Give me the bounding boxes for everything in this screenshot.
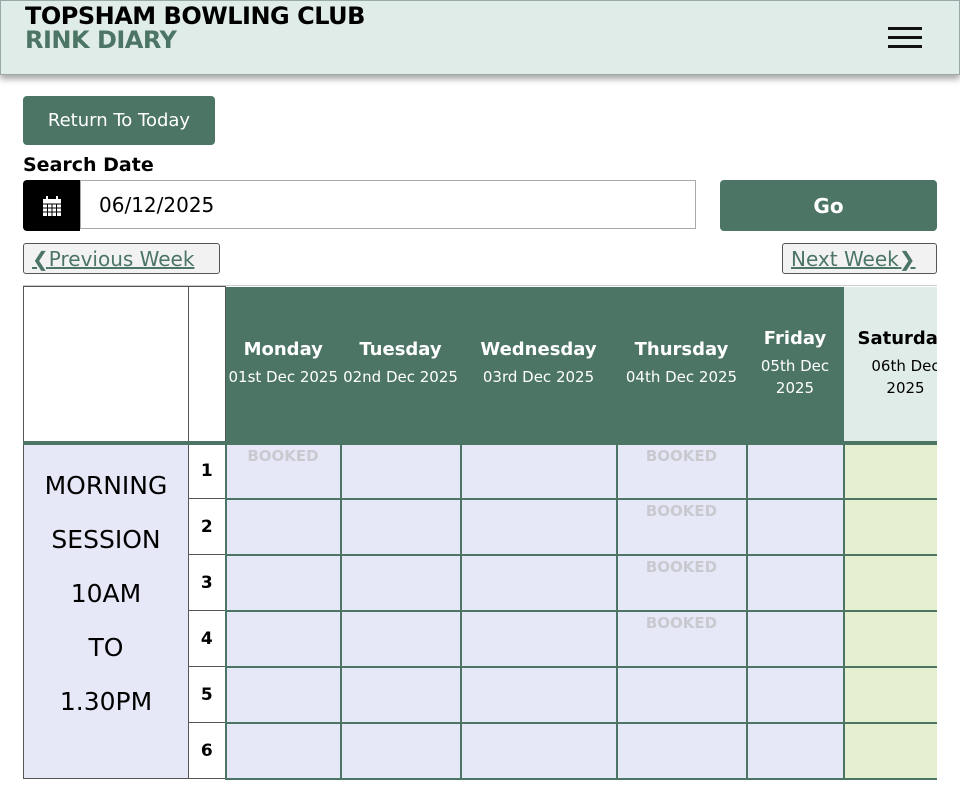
free-slot[interactable] — [459, 497, 618, 556]
rink-number: 4 — [188, 610, 226, 667]
chevron-right-icon: ❯ — [898, 246, 916, 271]
rink-diary-grid: Monday 01st Dec 2025 Tuesday 02nd Dec 2025… — [23, 285, 937, 786]
rink-number: 6 — [188, 722, 226, 779]
return-to-today-button[interactable]: Return To Today — [23, 96, 215, 145]
day-header-tuesday[interactable]: Tuesday 02nd Dec 2025 — [340, 286, 461, 443]
rink-number: 5 — [188, 666, 226, 723]
rink-number: 1 — [188, 442, 226, 499]
free-slot[interactable] — [842, 665, 937, 724]
free-slot[interactable] — [224, 497, 342, 556]
rink-number: 3 — [188, 554, 226, 611]
day-header-monday[interactable]: Monday 01st Dec 2025 — [225, 286, 341, 443]
corner-cell — [23, 286, 189, 443]
free-slot[interactable] — [745, 553, 845, 612]
rink-row: 2 BOOKED — [24, 497, 937, 556]
day-header-friday[interactable]: Friday 05th Dec 2025 — [746, 286, 844, 443]
page-subtitle: RINK DIARY — [25, 26, 177, 54]
booked-slot[interactable]: BOOKED — [615, 497, 748, 556]
free-slot[interactable] — [745, 721, 845, 780]
booked-slot[interactable]: BOOKED — [615, 441, 748, 500]
free-slot[interactable] — [459, 721, 618, 780]
rink-number: 2 — [188, 498, 226, 555]
free-slot[interactable] — [842, 553, 937, 612]
free-slot[interactable] — [224, 665, 342, 724]
next-week-button[interactable]: Next Week ❯ — [782, 243, 937, 274]
hamburger-menu-icon[interactable] — [888, 27, 922, 49]
chevron-left-icon: ❮ — [32, 246, 49, 271]
free-slot[interactable] — [339, 441, 462, 500]
previous-week-button[interactable]: ❮ Previous Week — [23, 243, 220, 274]
free-slot[interactable] — [615, 721, 748, 780]
search-date-input[interactable]: 06/12/2025 — [80, 180, 696, 229]
club-title: TOPSHAM BOWLING CLUB — [25, 2, 365, 30]
free-slot[interactable] — [459, 665, 618, 724]
rink-row: 4 BOOKED — [24, 609, 937, 668]
free-slot[interactable] — [842, 721, 937, 780]
free-slot[interactable] — [459, 609, 618, 668]
booked-slot[interactable]: BOOKED — [615, 609, 748, 668]
free-slot[interactable] — [745, 497, 845, 556]
free-slot[interactable] — [842, 441, 937, 500]
site-header: TOPSHAM BOWLING CLUB RINK DIARY — [0, 0, 960, 75]
search-date-label: Search Date — [23, 154, 154, 176]
free-slot[interactable] — [224, 721, 342, 780]
free-slot[interactable] — [339, 609, 462, 668]
day-header-thursday[interactable]: Thursday 04th Dec 2025 — [616, 286, 747, 443]
free-slot[interactable] — [459, 441, 618, 500]
free-slot[interactable] — [339, 553, 462, 612]
free-slot[interactable] — [842, 497, 937, 556]
free-slot[interactable] — [339, 721, 462, 780]
day-header-saturday[interactable]: Saturday06th Dec 2025 — [843, 286, 937, 443]
free-slot[interactable] — [745, 441, 845, 500]
booked-slot[interactable]: BOOKED — [615, 553, 748, 612]
rink-row: 5 — [24, 665, 937, 724]
previous-week-label: Previous Week — [48, 246, 195, 271]
free-slot[interactable] — [745, 665, 845, 724]
session-line: 1.30PM — [59, 686, 153, 716]
session-line: 10AM — [70, 578, 142, 608]
go-button[interactable]: Go — [720, 180, 937, 231]
free-slot[interactable] — [459, 553, 618, 612]
session-line: SESSION — [51, 524, 161, 554]
free-slot[interactable] — [224, 609, 342, 668]
session-label: MORNING SESSION 10AM TO 1.30PM — [23, 442, 189, 779]
rink-header — [188, 286, 226, 443]
booked-slot[interactable]: BOOKED — [224, 441, 342, 500]
free-slot[interactable] — [339, 497, 462, 556]
day-header-wednesday[interactable]: Wednesday 03rd Dec 2025 — [460, 286, 617, 443]
free-slot[interactable] — [842, 609, 937, 668]
session-line: MORNING — [44, 470, 168, 500]
free-slot[interactable] — [615, 665, 748, 724]
session-line: TO — [88, 632, 124, 662]
free-slot[interactable] — [224, 553, 342, 612]
next-week-label: Next Week — [791, 246, 899, 271]
rink-row: MORNING SESSION 10AM TO 1.30PM 1 BOOKED BOOKED — [23, 441, 937, 779]
rink-row: 3 BOOKED — [24, 553, 937, 612]
calendar-icon[interactable] — [23, 180, 80, 231]
free-slot[interactable] — [745, 609, 845, 668]
rink-row: 6 — [24, 721, 937, 780]
free-slot[interactable] — [339, 665, 462, 724]
